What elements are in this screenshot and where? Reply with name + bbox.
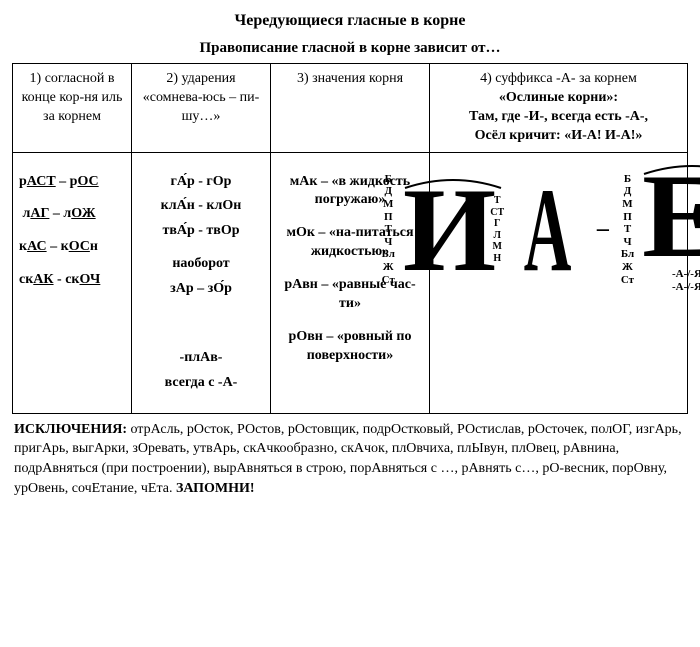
h4-line-b: «Ослиные корни»: bbox=[499, 90, 618, 105]
big-letter-a: А bbox=[524, 182, 567, 278]
mid-consonants: ТСТГЛМН bbox=[490, 195, 504, 264]
col3-p3: рАвн – «равные час-ти» bbox=[284, 277, 415, 311]
header-4: 4) суффикса -А- за корнем «Ослиные корни… bbox=[430, 64, 688, 153]
page-title: Чередующиеся гласные в корне bbox=[12, 12, 688, 30]
col2-bot1: -плАв- bbox=[180, 350, 223, 365]
col2-l2: клА́н - клОн bbox=[161, 198, 242, 213]
dash-separator: – bbox=[597, 213, 609, 245]
col1-l2: лАГ – лОЖ bbox=[19, 205, 127, 224]
exceptions-block: ИСКЛЮЧЕНИЯ: отрАсль, рОсток, РОстов, рОс… bbox=[12, 414, 688, 498]
exceptions-text: ИСКЛЮЧЕНИЯ: отрАсль, рОсток, РОстов, рОс… bbox=[14, 422, 682, 496]
header-2: 2) ударения «сомнева-юсь – пи-шу…» bbox=[132, 64, 271, 153]
header-1: 1) согласной в конце кор-ня иль за корне… bbox=[13, 64, 132, 153]
h4-line-d: Осёл кричит: «И-А! И-А!» bbox=[475, 128, 643, 143]
donkey-roots-diagram: БДМПТЧБлЖСт И ТСТГЛМН А – БДМПТЧБлЖСт bbox=[434, 165, 683, 295]
col4-body: БДМПТЧБлЖСт И ТСТГЛМН А – БДМПТЧБлЖСт bbox=[430, 152, 688, 413]
col1-l3: кАС – кОСн bbox=[19, 238, 127, 257]
col1-l1: рАСТ – рОС bbox=[19, 173, 127, 192]
body-row: рАСТ – рОС лАГ – лОЖ кАС – кОСн скАК - с… bbox=[13, 152, 688, 413]
right-pair: Е Р-Р-Р-Р-Р-Т-СТ-Г-Л- bbox=[642, 165, 700, 269]
root-arc-icon bbox=[403, 176, 503, 190]
col2-bot2: всегда с -А- bbox=[165, 375, 238, 390]
left-consonants: БДМПТЧБлЖСт bbox=[382, 173, 395, 287]
main-table: 1) согласной в конце кор-ня иль за корне… bbox=[12, 63, 688, 414]
col2-body: гА́р - гОр клА́н - клОн твА́р - твОр нао… bbox=[132, 152, 271, 413]
header-3: 3) значения корня bbox=[271, 64, 430, 153]
root-arc-icon bbox=[642, 162, 700, 176]
h4-line-a: 4) суффикса -А- за корнем bbox=[480, 71, 637, 86]
col2-l1: гА́р - гОр bbox=[171, 174, 232, 189]
col2-mid2: зАр – зО́р bbox=[170, 281, 232, 296]
col3-p4: рОвн – «ровный по поверхности» bbox=[289, 329, 412, 363]
left-pair: И ТСТГЛМН А bbox=[403, 182, 585, 278]
page-subtitle: Правописание гласной в корне зависит от… bbox=[12, 40, 688, 57]
bottom-suffix-2: -А-/-Я- bbox=[672, 281, 700, 294]
header-row: 1) согласной в конце кор-ня иль за корне… bbox=[13, 64, 688, 153]
h4-line-c: Там, где -И-, всегда есть -А-, bbox=[469, 109, 648, 124]
col1-body: рАСТ – рОС лАГ – лОЖ кАС – кОСн скАК - с… bbox=[13, 152, 132, 413]
col2-l3: твА́р - твОр bbox=[162, 223, 239, 238]
col2-mid1: наоборот bbox=[172, 256, 229, 271]
col1-l4: скАК - скОЧ bbox=[19, 271, 127, 290]
right-consonants: БДМПТЧБлЖСт bbox=[621, 173, 634, 287]
